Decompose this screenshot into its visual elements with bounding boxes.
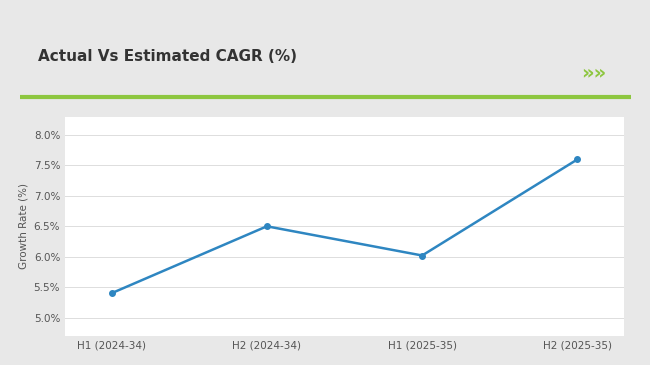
Y-axis label: Growth Rate (%): Growth Rate (%) [18, 183, 28, 269]
Text: »»: »» [581, 64, 606, 82]
Text: Actual Vs Estimated CAGR (%): Actual Vs Estimated CAGR (%) [38, 49, 297, 64]
